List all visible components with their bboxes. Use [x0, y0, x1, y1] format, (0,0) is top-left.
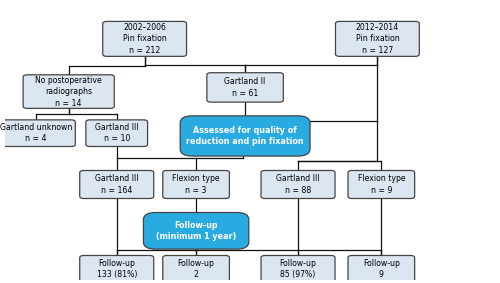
- FancyBboxPatch shape: [163, 170, 230, 198]
- FancyBboxPatch shape: [336, 22, 419, 56]
- Text: Follow-up
(minimum 1 year): Follow-up (minimum 1 year): [156, 220, 236, 241]
- Text: Gartland III
n = 10: Gartland III n = 10: [95, 123, 138, 143]
- FancyBboxPatch shape: [144, 213, 249, 249]
- Text: Assessed for quality of
reduction and pin fixation: Assessed for quality of reduction and pi…: [186, 126, 304, 146]
- Text: Flexion type
n = 9: Flexion type n = 9: [358, 174, 405, 195]
- Text: Follow-up
85 (97%): Follow-up 85 (97%): [280, 259, 316, 279]
- Text: Flexion type
n = 3: Flexion type n = 3: [172, 174, 220, 195]
- Text: Gartland III
n = 88: Gartland III n = 88: [276, 174, 320, 195]
- FancyBboxPatch shape: [0, 120, 76, 147]
- FancyBboxPatch shape: [86, 120, 148, 147]
- FancyBboxPatch shape: [80, 256, 154, 283]
- FancyBboxPatch shape: [261, 170, 335, 198]
- FancyBboxPatch shape: [261, 256, 335, 283]
- FancyBboxPatch shape: [80, 170, 154, 198]
- Text: Gartland II
n = 61: Gartland II n = 61: [224, 77, 266, 98]
- FancyBboxPatch shape: [180, 116, 310, 156]
- FancyBboxPatch shape: [348, 256, 414, 283]
- Text: Follow-up
133 (81%): Follow-up 133 (81%): [96, 259, 137, 279]
- Text: No postoperative
radiographs
n = 14: No postoperative radiographs n = 14: [36, 76, 102, 108]
- Text: 2002–2006
Pin fixation
n = 212: 2002–2006 Pin fixation n = 212: [123, 23, 166, 55]
- FancyBboxPatch shape: [23, 75, 114, 108]
- FancyBboxPatch shape: [163, 256, 230, 283]
- Text: Follow-up
9: Follow-up 9: [363, 259, 400, 279]
- Text: Gartland III
n = 164: Gartland III n = 164: [95, 174, 138, 195]
- Text: 2012–2014
Pin fixation
n = 127: 2012–2014 Pin fixation n = 127: [356, 23, 400, 55]
- Text: Follow-up
2: Follow-up 2: [178, 259, 214, 279]
- FancyBboxPatch shape: [103, 22, 186, 56]
- Text: Gartland unknown
n = 4: Gartland unknown n = 4: [0, 123, 72, 143]
- FancyBboxPatch shape: [207, 73, 284, 102]
- FancyBboxPatch shape: [348, 170, 414, 198]
